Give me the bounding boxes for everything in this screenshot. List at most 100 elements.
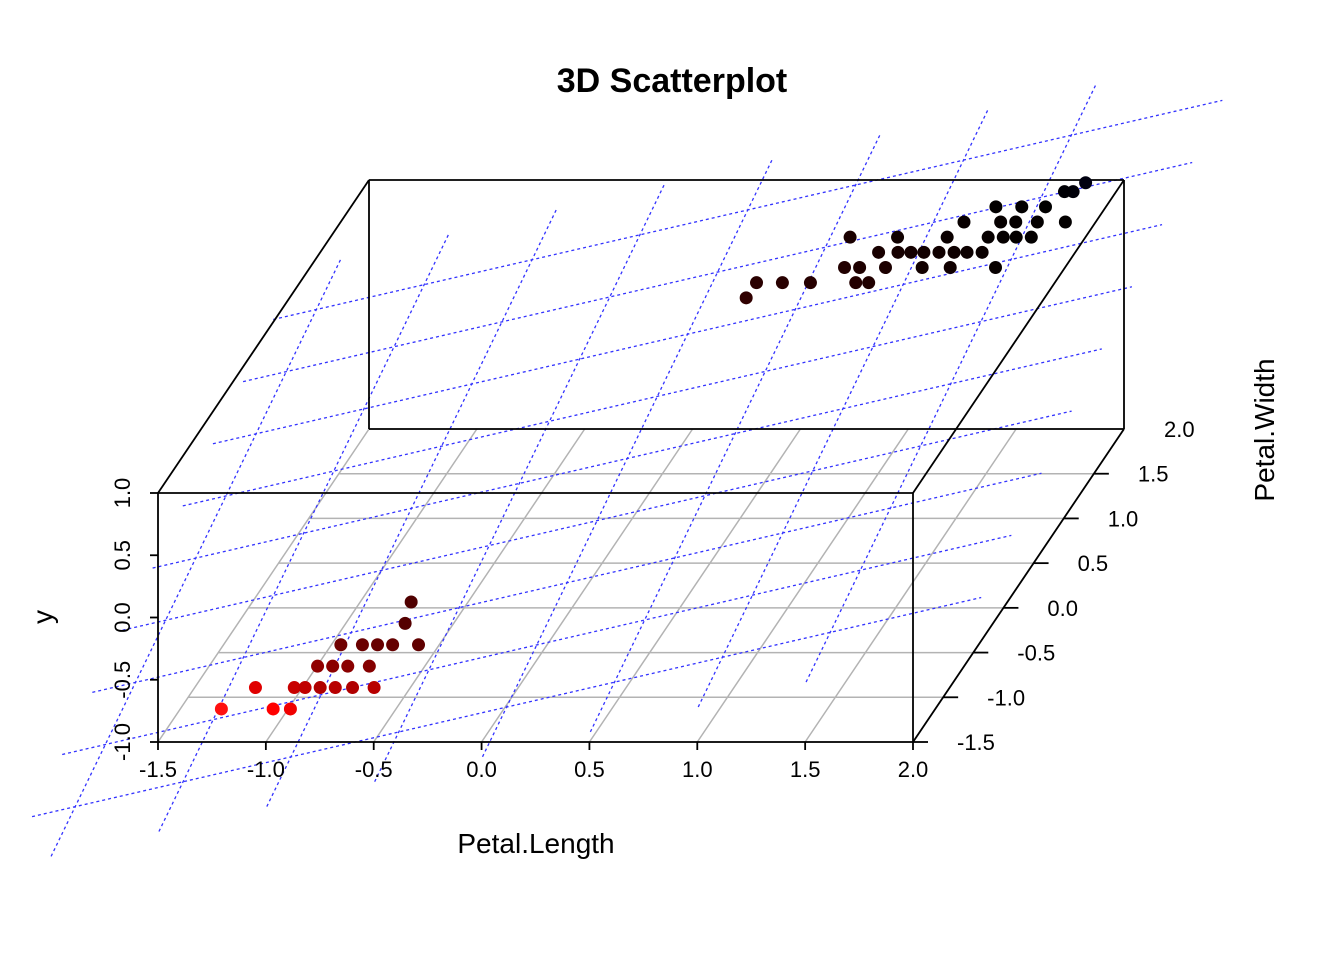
chart-title: 3D Scatterplot bbox=[557, 62, 788, 100]
data-point bbox=[838, 261, 852, 274]
data-point bbox=[1058, 215, 1072, 229]
grid-line bbox=[265, 428, 478, 743]
x-tick-label: 2.0 bbox=[898, 757, 929, 782]
data-point bbox=[989, 200, 1003, 214]
grid-line bbox=[373, 428, 586, 743]
data-point bbox=[313, 681, 327, 695]
x-tick-label: -0.5 bbox=[355, 757, 393, 782]
data-point bbox=[362, 659, 376, 673]
data-point bbox=[341, 659, 355, 673]
data-point bbox=[1009, 215, 1023, 229]
grid-line bbox=[588, 428, 802, 743]
regression-plane bbox=[31, 85, 1223, 857]
data-point bbox=[891, 245, 905, 259]
box-edge bbox=[157, 179, 370, 494]
y-tick-label: 0.0 bbox=[1047, 596, 1078, 621]
plane-line bbox=[158, 234, 449, 832]
data-point bbox=[872, 245, 886, 259]
z-tick-label: 1.0 bbox=[110, 478, 135, 509]
x-axis-label: Petal.Length bbox=[457, 828, 614, 859]
data-point bbox=[775, 276, 789, 290]
grid-line bbox=[804, 428, 1017, 743]
data-point bbox=[1009, 230, 1023, 244]
box-frame bbox=[157, 179, 1125, 743]
plane-line bbox=[589, 135, 881, 733]
plane-line bbox=[92, 472, 1042, 693]
y-axis-label: Petal.Width bbox=[1249, 358, 1280, 501]
plane-line bbox=[182, 286, 1133, 507]
y-tick-label: 2.0 bbox=[1164, 417, 1195, 442]
data-point bbox=[989, 261, 1003, 274]
plane-line bbox=[62, 534, 1012, 756]
y-tick-label: 1.0 bbox=[1108, 506, 1139, 531]
data-point bbox=[975, 245, 989, 259]
data-point bbox=[996, 230, 1010, 244]
data-point bbox=[412, 638, 426, 652]
data-point bbox=[917, 245, 931, 259]
data-points bbox=[214, 176, 1093, 716]
data-point bbox=[915, 261, 929, 274]
plane-line bbox=[242, 161, 1193, 383]
data-point bbox=[940, 230, 954, 244]
y-tick-label: -0.5 bbox=[1017, 641, 1055, 666]
grid-line bbox=[696, 428, 909, 743]
data-point bbox=[334, 638, 348, 652]
data-point bbox=[1079, 176, 1093, 190]
data-point bbox=[248, 681, 262, 695]
data-point bbox=[947, 245, 961, 259]
data-point bbox=[843, 230, 857, 244]
x-tick-label: -1.5 bbox=[139, 757, 177, 782]
x-tick-label: 1.0 bbox=[682, 757, 713, 782]
data-point bbox=[371, 638, 385, 652]
z-axis-label: y bbox=[27, 610, 58, 624]
data-point bbox=[739, 291, 753, 305]
axis-ticks: -1.5 -1.0 -0.5 0.0 0.5 1.0 1.5 2.0-1.0-0.50.00.… bbox=[110, 417, 1195, 782]
y-tick-label: -1.5 bbox=[957, 730, 995, 755]
data-point bbox=[367, 681, 381, 695]
data-point bbox=[287, 681, 301, 695]
box-edge bbox=[912, 428, 1125, 743]
data-point bbox=[326, 659, 340, 673]
data-point bbox=[803, 276, 817, 290]
data-point bbox=[960, 245, 974, 259]
box-edge bbox=[912, 179, 1125, 494]
y-tick-label: 0.5 bbox=[1078, 551, 1109, 576]
plane-line bbox=[122, 410, 1072, 631]
data-point bbox=[981, 230, 995, 244]
data-point bbox=[298, 681, 312, 695]
data-point bbox=[1015, 200, 1029, 214]
data-point bbox=[862, 276, 876, 290]
plane-line bbox=[212, 224, 1163, 445]
z-tick-label: -0.5 bbox=[110, 661, 135, 699]
y-tick-label: -1.0 bbox=[987, 685, 1025, 710]
data-point bbox=[849, 276, 863, 290]
data-point bbox=[853, 261, 867, 274]
data-point bbox=[932, 245, 946, 259]
grid-line bbox=[480, 428, 694, 743]
data-point bbox=[957, 215, 971, 229]
plane-line bbox=[152, 348, 1102, 569]
data-point bbox=[283, 702, 297, 716]
data-point bbox=[311, 659, 325, 673]
plane-line bbox=[31, 596, 982, 818]
plane-line bbox=[273, 99, 1223, 321]
x-tick-label: 0.0 bbox=[466, 757, 497, 782]
z-tick-label: 0.5 bbox=[110, 540, 135, 571]
data-point bbox=[1030, 215, 1044, 229]
data-point bbox=[879, 261, 892, 274]
data-point bbox=[994, 215, 1008, 229]
x-tick-label: 0.5 bbox=[574, 757, 605, 782]
grid-line bbox=[157, 428, 370, 743]
floor-grid bbox=[157, 428, 1125, 743]
z-tick-label: 0.0 bbox=[110, 602, 135, 633]
x-tick-label: 1.5 bbox=[790, 757, 821, 782]
data-point bbox=[1024, 230, 1038, 244]
data-point bbox=[386, 638, 400, 652]
data-point bbox=[214, 702, 228, 716]
z-tick-label: -1.0 bbox=[110, 723, 135, 761]
data-point bbox=[1039, 200, 1053, 214]
y-tick-label: 1.5 bbox=[1138, 462, 1169, 487]
plane-line bbox=[374, 184, 665, 782]
data-point bbox=[266, 702, 280, 716]
